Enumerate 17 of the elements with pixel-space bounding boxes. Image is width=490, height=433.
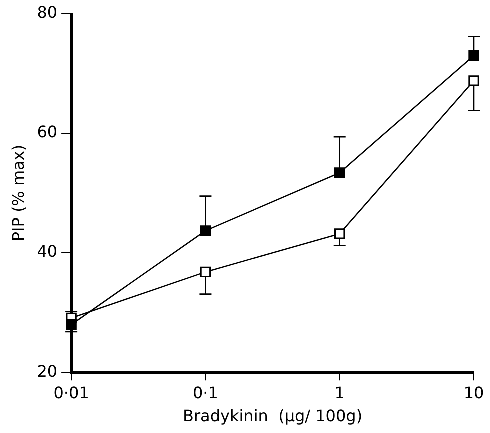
y-tick-label: 60	[37, 122, 58, 142]
point	[468, 76, 480, 86]
point	[200, 226, 212, 236]
x-axis-title: Bradykinin (µg/ 100g)	[182, 406, 363, 426]
x-tick-label: 10	[464, 383, 484, 402]
x-tick-label: 1	[334, 383, 345, 402]
point	[334, 168, 346, 178]
x-tick-label: 0·01	[54, 383, 90, 402]
y-tick-label: 20	[37, 362, 58, 381]
point	[200, 266, 212, 278]
point	[468, 50, 480, 62]
point	[66, 319, 77, 330]
x-tick-label: 0·1	[192, 383, 218, 402]
y-axis-title: PIP (% max)	[8, 144, 28, 242]
y-tick-label: 80	[37, 3, 58, 22]
y-tick-label: 40	[37, 242, 58, 262]
point	[334, 228, 346, 240]
